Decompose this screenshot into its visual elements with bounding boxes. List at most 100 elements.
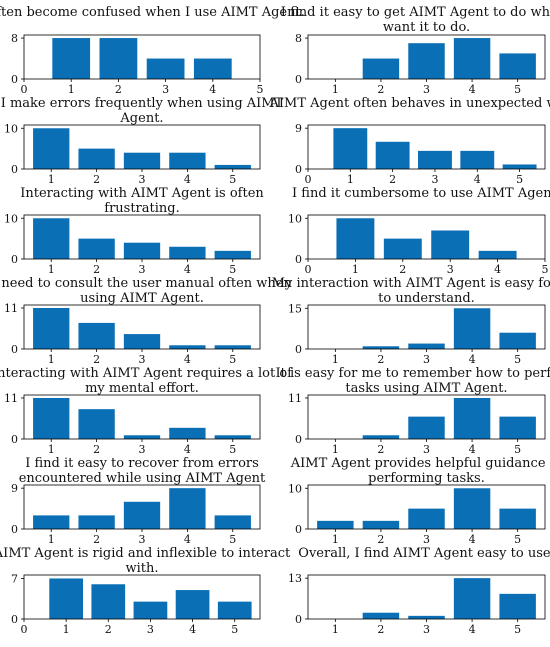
bar-4 <box>169 246 206 259</box>
bar-2 <box>362 612 400 619</box>
x-tick-label: 2 <box>377 623 384 636</box>
axes-frame <box>307 214 546 260</box>
bar-4 <box>453 308 491 349</box>
x-tick-label: 5 <box>229 173 236 186</box>
x-tick-label: 5 <box>229 533 236 546</box>
x-tick-label: 0 <box>21 623 28 636</box>
x-tick-label: 5 <box>514 443 521 456</box>
y-tick-label: 0 <box>11 523 18 536</box>
x-tick-label: 3 <box>423 353 430 366</box>
x-tick-label: 1 <box>48 263 55 276</box>
bar-3 <box>123 152 161 169</box>
y-tick-label: 7 <box>11 572 18 585</box>
x-tick-label: 5 <box>229 353 236 366</box>
chart-title: I find it easy to recover from errors enc… <box>19 456 266 486</box>
x-tick-label: 3 <box>162 83 169 96</box>
x-tick-label: 3 <box>423 533 430 546</box>
bar-5 <box>499 416 536 439</box>
bar-2 <box>78 515 115 529</box>
x-tick-label: 1 <box>332 83 339 96</box>
bar-4 <box>169 427 206 439</box>
x-tick-label: 1 <box>332 353 339 366</box>
bar-2 <box>362 520 400 529</box>
bar-5 <box>499 53 536 79</box>
bar-1 <box>336 218 375 259</box>
y-tick-label: 0 <box>295 253 302 266</box>
bar-4 <box>175 590 210 619</box>
y-tick-label: 10 <box>4 212 18 225</box>
bar-5 <box>499 593 536 619</box>
x-tick-label: 1 <box>48 533 55 546</box>
bar-2 <box>78 148 115 169</box>
y-tick-label: 0 <box>295 73 302 86</box>
y-tick-label: 0 <box>295 163 302 176</box>
x-tick-label: 0 <box>305 173 312 186</box>
axes-frame <box>23 34 261 80</box>
chart-title: I often become confused when I use AIMT … <box>0 5 305 20</box>
y-tick-label: 8 <box>11 32 18 45</box>
x-tick-label: 2 <box>93 443 100 456</box>
x-tick-label: 5 <box>257 83 264 96</box>
bar-5 <box>214 164 251 169</box>
bar-3 <box>408 416 445 439</box>
x-tick-label: 1 <box>63 623 70 636</box>
x-tick-label: 2 <box>93 533 100 546</box>
bar-2 <box>78 409 115 439</box>
y-tick-label: 13 <box>288 572 302 585</box>
y-tick-label: 0 <box>11 433 18 446</box>
x-tick-label: 3 <box>139 533 146 546</box>
bar-5 <box>499 508 536 529</box>
x-tick-label: 1 <box>48 173 55 186</box>
x-tick-label: 3 <box>147 623 154 636</box>
x-tick-label: 1 <box>332 443 339 456</box>
y-tick-label: 0 <box>295 523 302 536</box>
chart-title: AIMT Agent provides helpful guidance in p… <box>290 456 550 486</box>
y-tick-label: 0 <box>11 343 18 356</box>
chart-panel-8: My interaction with AIMT Agent is easy f… <box>272 276 550 366</box>
x-tick-label: 4 <box>184 353 191 366</box>
bar-2 <box>78 322 115 349</box>
chart-title: It is easy for me to remember how to per… <box>275 366 550 396</box>
bar-3 <box>408 508 445 529</box>
bar-2 <box>383 238 422 259</box>
x-tick-label: 0 <box>21 83 28 96</box>
x-tick-label: 5 <box>514 533 521 546</box>
x-tick-label: 5 <box>229 443 236 456</box>
x-tick-label: 3 <box>139 263 146 276</box>
chart-title: Interacting with AIMT Agent requires a l… <box>0 366 293 396</box>
chart-panel-11: I find it easy to recover from errors enc… <box>11 456 266 546</box>
bar-1 <box>33 397 70 439</box>
y-tick-label: 8 <box>295 32 302 45</box>
bar-4 <box>453 397 491 439</box>
y-tick-label: 11 <box>288 392 302 405</box>
axes-frame <box>307 124 546 170</box>
bar-1 <box>33 218 70 259</box>
chart-title: I find it cumbersome to use AIMT Agent. <box>292 186 550 201</box>
bar-3 <box>418 150 452 169</box>
bar-4 <box>453 488 491 529</box>
chart-title: AIMT Agent is rigid and inflexible to in… <box>0 546 291 576</box>
x-tick-label: 3 <box>423 83 430 96</box>
x-tick-label: 1 <box>332 533 339 546</box>
y-tick-label: 0 <box>11 613 18 626</box>
y-tick-label: 0 <box>11 73 18 86</box>
bar-2 <box>91 584 126 619</box>
chart-panel-2: I find it easy to get AIMT Agent to do w… <box>281 5 550 96</box>
bar-4 <box>453 38 491 79</box>
x-tick-label: 1 <box>48 443 55 456</box>
bar-5 <box>217 601 252 619</box>
x-tick-label: 5 <box>514 353 521 366</box>
bar-1 <box>33 515 70 529</box>
x-tick-label: 2 <box>389 173 396 186</box>
chart-panel-9: Interacting with AIMT Agent requires a l… <box>0 366 293 456</box>
x-tick-label: 2 <box>377 533 384 546</box>
x-tick-label: 3 <box>139 443 146 456</box>
x-tick-label: 5 <box>542 263 549 276</box>
y-tick-label: 15 <box>288 302 302 315</box>
bar-3 <box>408 43 445 79</box>
bar-2 <box>362 346 400 349</box>
x-tick-label: 3 <box>431 173 438 186</box>
y-tick-label: 0 <box>295 343 302 356</box>
x-tick-label: 4 <box>184 443 191 456</box>
bar-4 <box>460 150 495 169</box>
